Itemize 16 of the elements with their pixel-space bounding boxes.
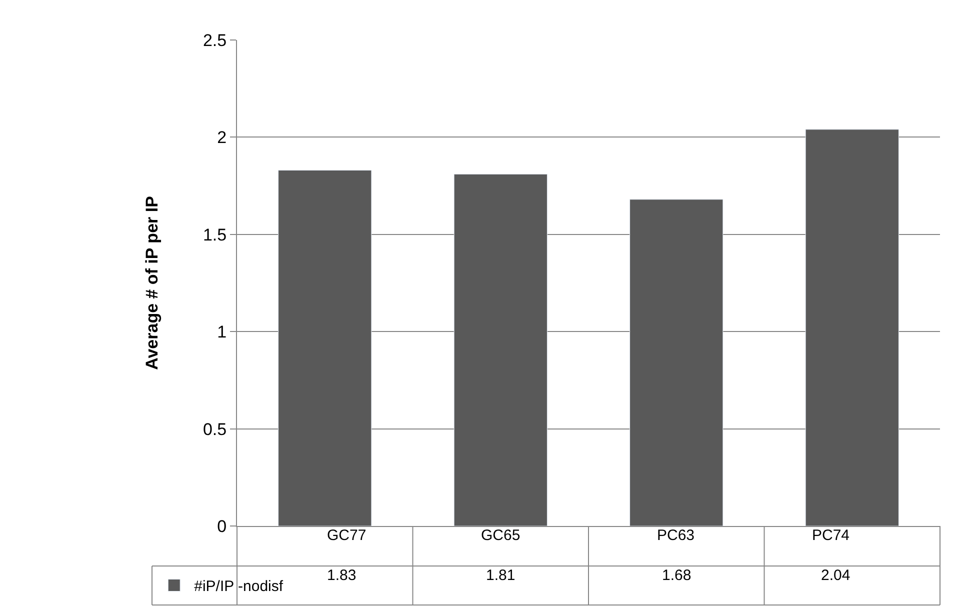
y-tick-label: 2 — [217, 128, 227, 148]
x-tick-label: GC77 — [327, 527, 366, 544]
x-tick-label: GC65 — [481, 527, 520, 544]
data-label: 1.81 — [486, 567, 516, 584]
data-label: 1.68 — [662, 567, 692, 584]
y-tick-label: 2.5 — [202, 30, 227, 50]
x-tick-label: PC74 — [812, 527, 850, 544]
y-tick-label: 0.5 — [202, 420, 227, 439]
data-label: 1.83 — [327, 567, 356, 584]
y-tick-label: 1.5 — [202, 225, 227, 244]
legend-label: #iP/IP -nodisf — [194, 578, 284, 596]
data-label: 2.04 — [821, 567, 850, 584]
y-axis-title: Average # of iP per IP — [142, 196, 162, 370]
y-tick-label: 1 — [217, 322, 227, 342]
y-tick-label: 0 — [217, 516, 227, 536]
x-tick-label: PC63 — [657, 527, 695, 544]
